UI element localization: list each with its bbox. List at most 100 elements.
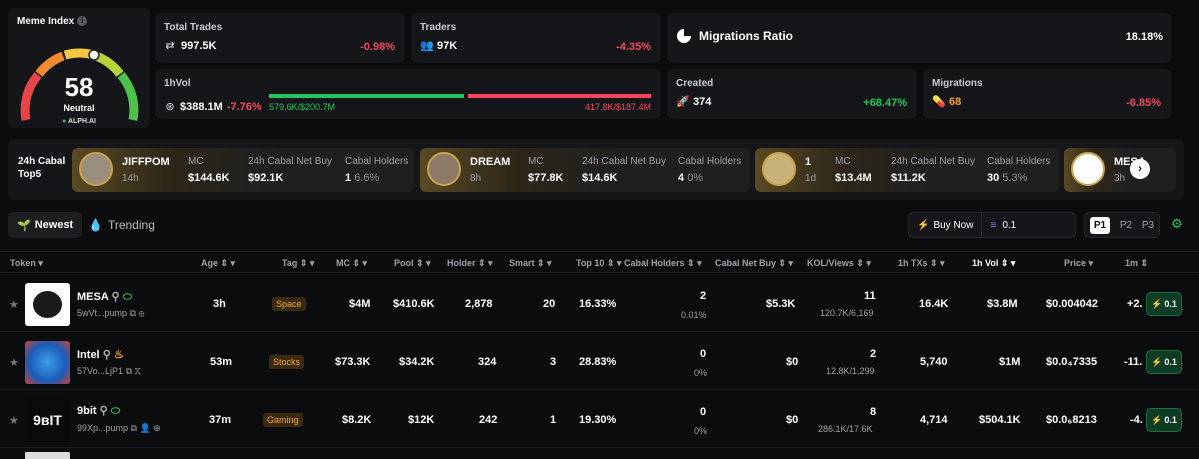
col-top10[interactable]: Top 10 ⇕ ▾ xyxy=(576,258,622,268)
page-p2[interactable]: P2 xyxy=(1119,219,1133,231)
col-change[interactable]: 1m ⇕ xyxy=(1125,258,1149,268)
copy-icon[interactable]: ⧉ xyxy=(130,423,137,433)
coin-icon: ⊛ xyxy=(165,101,175,113)
sprout-icon: 🌱 xyxy=(17,219,31,232)
kol-value: 11 xyxy=(864,290,876,302)
table-row[interactable]: ★ Intel ⚲ ♨ 57Vo...LjP1 ⧉ 𝕏 53m Stocks $… xyxy=(0,334,1199,390)
bolt-icon: ⚡ xyxy=(1151,298,1163,309)
brand-icon: ● xyxy=(62,118,67,125)
token-avatar xyxy=(762,152,796,186)
star-icon[interactable]: ★ xyxy=(9,415,19,427)
table-row[interactable]: ★ 9вIT 9bit ⚲ ⬭ 99Xp...pump ⧉ 👤 ⊕ 37m Ga… xyxy=(0,392,1199,448)
cabal-holders-value: 2 xyxy=(700,290,707,302)
star-icon[interactable]: ★ xyxy=(9,299,19,311)
tag-badge: Space xyxy=(272,297,306,311)
search-icon[interactable]: ⚲ xyxy=(111,291,120,303)
cabal-item[interactable]: JIFFPOM 14h MC $144.6K 24h Cabal Net Buy… xyxy=(72,148,414,192)
flame-icon: 💧 xyxy=(88,218,103,232)
cabal-token-name: DREAM xyxy=(470,156,511,168)
chevron-right-icon[interactable]: › xyxy=(1130,159,1150,179)
col-pool[interactable]: Pool ⇕ ▾ xyxy=(394,258,431,268)
total-trades-label: Total Trades xyxy=(164,22,223,33)
search-icon[interactable]: ⚲ xyxy=(99,405,108,417)
x-icon[interactable]: 𝕏 xyxy=(134,366,141,376)
bolt-icon: ⚡ xyxy=(1151,356,1163,367)
table-row[interactable]: ★ MESA ⚲ ⬭ 5wVt...pump ⧉ ⊕ 3h Space $4M … xyxy=(0,276,1199,332)
col-holder[interactable]: Holder ⇕ ▾ xyxy=(447,258,493,268)
mc-label: MC xyxy=(188,156,204,167)
col-age[interactable]: Age ⇕ ▾ xyxy=(201,258,236,268)
quick-buy-button[interactable]: ⚡ 0.1 xyxy=(1146,408,1182,432)
col-mc[interactable]: MC ⇕ ▾ xyxy=(336,258,368,268)
token-image xyxy=(25,341,70,384)
cabal-token-age: 8h xyxy=(470,173,482,184)
vol1h-label: 1hVol xyxy=(164,78,191,89)
globe-icon[interactable]: ⊕ xyxy=(138,308,145,318)
cabal-item[interactable]: 1 1d MC $13.4M 24h Cabal Net Buy $11.2K … xyxy=(755,148,1059,192)
token-address[interactable]: 99Xp...pump ⧉ 👤 ⊕ xyxy=(77,423,161,433)
total-trades-value: 997.5K xyxy=(181,39,217,52)
copy-icon[interactable]: ⧉ xyxy=(129,308,136,318)
search-icon[interactable]: ⚲ xyxy=(102,349,111,361)
tab-trending[interactable]: 💧 Trending xyxy=(88,218,155,232)
net-buy-label: 24h Cabal Net Buy xyxy=(582,156,666,167)
meme-index-value: 58 xyxy=(64,72,94,102)
cabal-net-buy-value: $0 xyxy=(786,414,799,426)
migrations-card: Migrations 💊 68 -6.85% xyxy=(923,69,1171,119)
gear-icon[interactable]: ⚙ xyxy=(1171,216,1183,231)
holders-label: Cabal Holders xyxy=(345,156,409,167)
copy-icon[interactable]: ⧉ xyxy=(125,366,132,376)
page-p1[interactable]: P1 xyxy=(1089,216,1111,234)
token-address[interactable]: 5wVt...pump ⧉ ⊕ xyxy=(77,308,145,318)
created-value: 374 xyxy=(693,95,712,108)
kol-value: 8 xyxy=(870,406,877,418)
buy-bar xyxy=(269,94,464,98)
globe-icon[interactable]: ⊕ xyxy=(153,423,161,433)
fire-icon: ♨ xyxy=(113,349,124,361)
quick-buy-button[interactable]: ⚡ 0.1 xyxy=(1146,350,1182,374)
net-buy-value: $11.2K xyxy=(891,172,926,184)
col-cabal-net-buy[interactable]: Cabal Net Buy ⇕ ▾ xyxy=(715,258,794,268)
price-value: $0.004042 xyxy=(1046,298,1098,310)
holders-value: 30 5.3% xyxy=(987,172,1028,184)
col-price[interactable]: Price ▾ xyxy=(1064,258,1094,268)
migrations-change: -6.85% xyxy=(1126,97,1161,109)
cabal-item[interactable]: DREAM 8h MC $77.8K 24h Cabal Net Buy $14… xyxy=(420,148,750,192)
holder-value: 324 xyxy=(478,356,497,368)
info-icon[interactable]: i xyxy=(77,16,88,27)
pool-value: $12K xyxy=(408,414,435,426)
pie-chart-icon xyxy=(677,29,691,43)
token-avatar xyxy=(79,152,113,186)
cabal-title: 24h Cabal Top5 xyxy=(18,156,66,180)
kol-value: 2 xyxy=(870,348,877,360)
vol1h-card: 1hVol ⊛ $388.1M -7.76% 579.6K/$200.7M 41… xyxy=(155,69,661,119)
vol1h-value: $388.1M xyxy=(180,100,223,113)
user-icon[interactable]: 👤 xyxy=(139,423,151,433)
star-icon[interactable]: ★ xyxy=(9,357,19,369)
token-image xyxy=(25,452,70,459)
col-txs[interactable]: 1h TXs ⇕ ▾ xyxy=(898,258,945,268)
tab-newest[interactable]: 🌱 Newest xyxy=(8,212,83,238)
token-address[interactable]: 57Vo...LjP1 ⧉ 𝕏 xyxy=(77,366,141,376)
col-vol[interactable]: 1h Vol ⇕ ▾ xyxy=(972,258,1016,268)
pill-icon: 💊 xyxy=(932,96,946,108)
holder-value: 2,878 xyxy=(465,298,493,310)
bolt-icon: ⚡ xyxy=(1151,414,1163,425)
pill-icon: ⬭ xyxy=(122,291,132,303)
col-cabal-holders[interactable]: Cabal Holders ⇕ ▾ xyxy=(624,258,702,268)
quick-buy-button[interactable]: ⚡ 0.1 xyxy=(1146,292,1182,316)
col-kol-views[interactable]: KOL/Views ⇕ ▾ xyxy=(807,258,871,268)
tag-badge: Gaming xyxy=(263,413,303,427)
col-smart[interactable]: Smart ⇕ ▾ xyxy=(509,258,552,268)
price-value: $0.0₄7335 xyxy=(1046,356,1098,368)
page-p3[interactable]: P3 xyxy=(1141,219,1155,231)
created-change: +68.47% xyxy=(863,97,907,109)
cabal-token-name: JIFFPOM xyxy=(122,156,170,168)
buy-amount-input[interactable]: ≡ 0.1 xyxy=(990,219,1017,231)
col-token[interactable]: Token ▾ xyxy=(10,258,43,268)
cabal-item[interactable]: MESA 3h xyxy=(1064,148,1176,192)
buy-sell-bar xyxy=(269,94,651,98)
cabal-holders-pct: 0% xyxy=(694,426,708,436)
col-tag[interactable]: Tag ⇕ ▾ xyxy=(282,258,315,268)
buy-now-button[interactable]: ⚡ Buy Now xyxy=(909,213,983,237)
